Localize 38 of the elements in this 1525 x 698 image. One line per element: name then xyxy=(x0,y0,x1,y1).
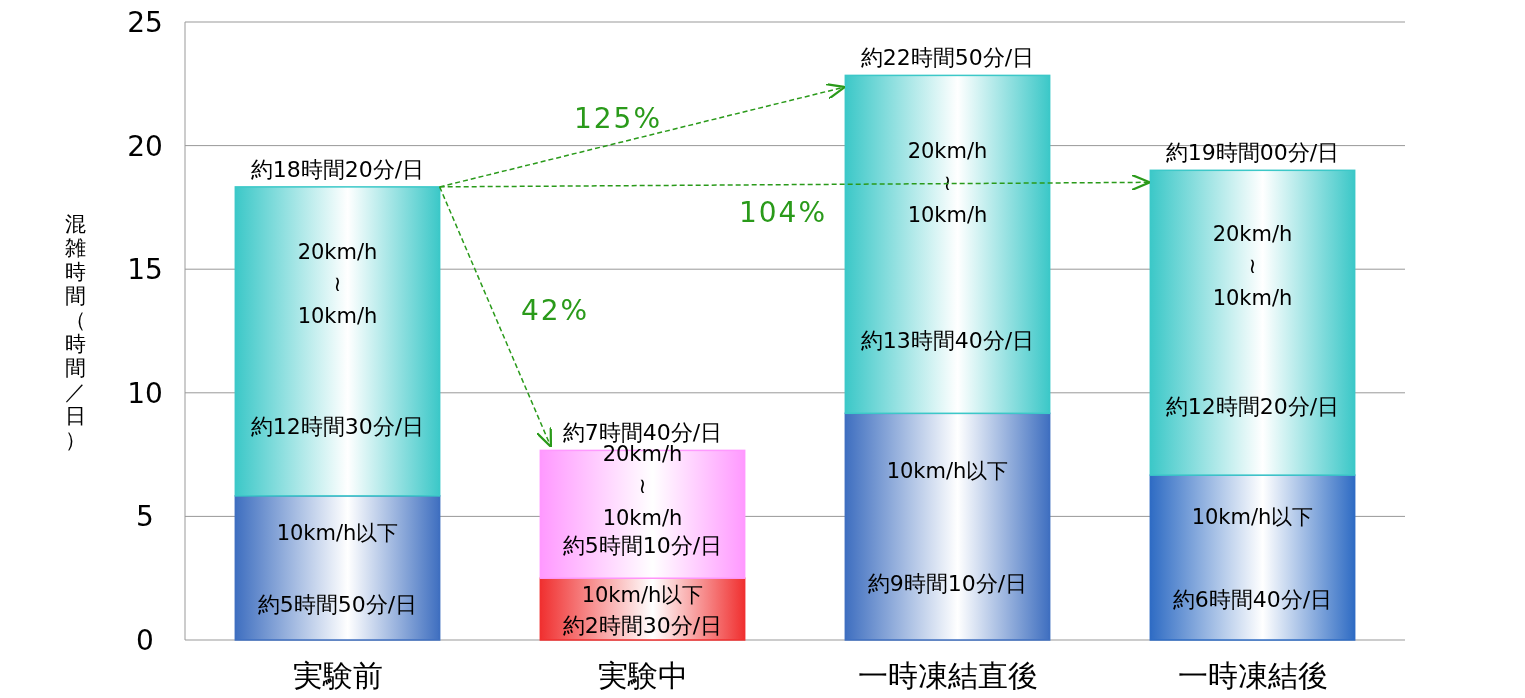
data-label: 約12時間30分/日 xyxy=(250,414,425,440)
x-tick-label: 一時凍結後 xyxy=(1177,658,1328,693)
x-tick-label: 実験中 xyxy=(597,658,688,693)
text: 混雑時間（時間／日） xyxy=(64,212,86,452)
annotation: 125% xyxy=(573,102,663,135)
bar xyxy=(234,495,441,641)
total-label: 約18時間20分/日 xyxy=(250,156,425,182)
bar xyxy=(844,74,1051,415)
y-tick-label: 25 xyxy=(127,6,163,39)
bar xyxy=(234,186,441,497)
text: 20km/h ≀ 10km/h xyxy=(907,139,988,228)
annotation: 104% xyxy=(738,196,828,229)
y-tick-label: 5 xyxy=(136,500,154,534)
x-tick-label: 実験前 xyxy=(292,658,383,693)
data-label: 約12時間20分/日 xyxy=(1165,394,1340,420)
text: 10km/h以下 xyxy=(1191,505,1314,530)
text: 10km/h以下 xyxy=(886,458,1009,483)
y-tick-label: 15 xyxy=(127,253,163,287)
text: 20km/h ≀ 10km/h xyxy=(1212,221,1293,310)
bar xyxy=(1149,169,1356,476)
data-label: 約5時間50分/日 xyxy=(257,591,418,617)
annotation: 42% xyxy=(520,294,590,327)
data-label: 約5時間10分/日 xyxy=(562,532,723,558)
y-tick-label: 0 xyxy=(136,624,154,657)
bar xyxy=(1149,474,1356,641)
data-label: 約9時間10分/日 xyxy=(867,571,1028,597)
y-tick-label: 10 xyxy=(127,376,163,410)
data-label: 約13時間40分/日 xyxy=(860,328,1035,354)
series-label: 10km/h以下 xyxy=(581,582,704,607)
x-tick-label: 一時凍結直後 xyxy=(857,658,1038,693)
total-label: 約22時間50分/日 xyxy=(860,45,1035,71)
y-tick-label: 20 xyxy=(127,129,163,163)
text: 10km/h以下 xyxy=(276,520,399,545)
bar xyxy=(844,412,1051,641)
total-label: 約19時間00分/日 xyxy=(1165,140,1340,166)
text: 20km/h ≀ 10km/h xyxy=(297,239,378,328)
data-label: 約2時間30分/日 xyxy=(562,612,723,638)
data-label: 約6時間40分/日 xyxy=(1172,586,1333,612)
